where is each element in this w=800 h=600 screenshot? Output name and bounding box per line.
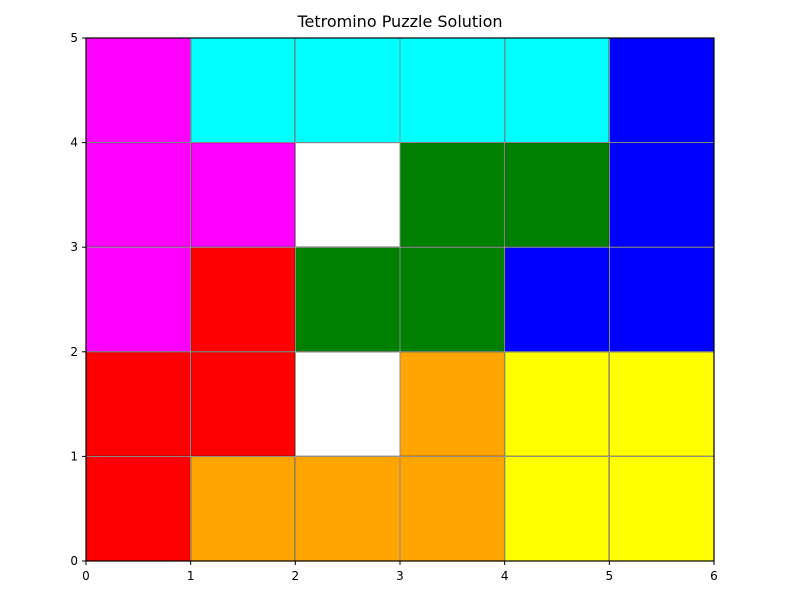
y-tick-label: 4 [70, 136, 78, 150]
cell-5-2 [608, 246, 715, 353]
chart-title: Tetromino Puzzle Solution [297, 12, 503, 31]
cell-5-1 [608, 351, 715, 457]
cell-4-2 [504, 246, 610, 353]
y-tick-label: 5 [70, 31, 78, 45]
cell-1-3 [190, 142, 296, 248]
cells-layer [85, 37, 715, 562]
cell-3-2 [399, 246, 506, 353]
cell-0-0 [85, 455, 192, 562]
cell-3-0 [399, 455, 506, 562]
cell-3-3 [399, 142, 506, 248]
cell-0-3 [85, 142, 192, 248]
cell-3-4 [399, 37, 506, 144]
x-tick-label: 5 [606, 569, 614, 583]
cell-2-4 [294, 37, 401, 144]
cell-3-1 [399, 351, 506, 457]
cell-0-1 [85, 351, 192, 457]
cell-5-0 [608, 455, 715, 562]
cell-2-0 [294, 455, 401, 562]
x-tick-label: 3 [396, 569, 404, 583]
x-tick-label: 2 [292, 569, 300, 583]
cell-0-2 [85, 246, 192, 353]
cell-2-1 [294, 351, 401, 457]
y-tick-label: 0 [70, 554, 78, 568]
x-tick-label: 6 [710, 569, 718, 583]
y-tick-label: 2 [70, 345, 78, 359]
cell-2-3 [294, 142, 401, 248]
cell-4-0 [504, 455, 610, 562]
ticks-layer: 0 1 2 3 4 5 6 0 1 2 3 4 5 [70, 31, 717, 583]
x-tick-label: 4 [501, 569, 509, 583]
x-tick-label: 1 [187, 569, 195, 583]
y-tick-label: 3 [70, 240, 78, 254]
cell-2-2 [294, 246, 401, 353]
cell-0-4 [85, 37, 192, 144]
cell-5-3 [608, 142, 715, 248]
y-tick-label: 1 [70, 449, 78, 463]
x-tick-label: 0 [82, 569, 90, 583]
cell-4-1 [504, 351, 610, 457]
cell-1-4 [190, 37, 296, 144]
cell-4-4 [504, 37, 610, 144]
cell-4-3 [504, 142, 610, 248]
cell-1-2 [190, 246, 296, 353]
cell-1-0 [190, 455, 296, 562]
cell-1-1 [190, 351, 296, 457]
cell-5-4 [608, 37, 715, 144]
